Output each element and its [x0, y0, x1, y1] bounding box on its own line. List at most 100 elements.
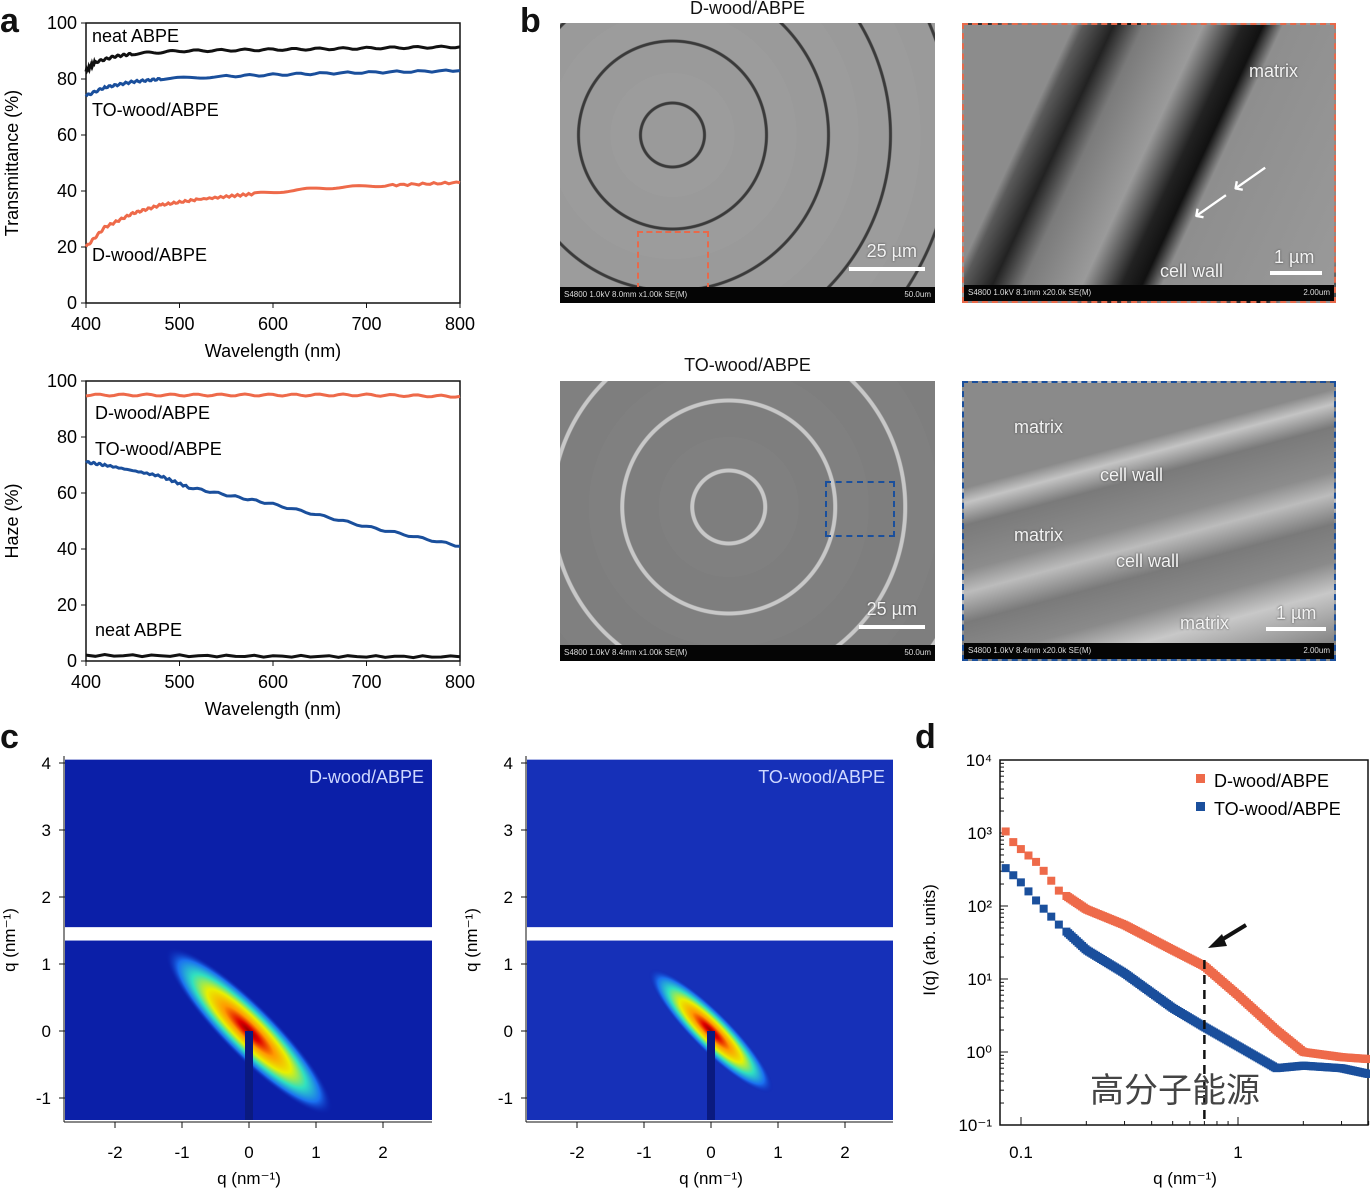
panel-label-c: c: [0, 718, 19, 756]
y-tick-label: 60: [57, 483, 77, 503]
y-axis-label: q (nm⁻¹): [462, 908, 481, 972]
y-tick-label: 0: [67, 293, 77, 313]
x-tick-label: 500: [164, 672, 194, 692]
x-tick-label: -1: [636, 1143, 651, 1162]
series-label: neat ABPE: [95, 620, 182, 640]
y-tick-label: 20: [57, 595, 77, 615]
label-matrix: matrix: [1014, 525, 1063, 545]
x-axis-label: Wavelength (nm): [205, 699, 341, 719]
sem-info: S4800 1.0kV 8.4mm x1.00k SE(M): [564, 648, 688, 657]
legend-marker: [1196, 802, 1205, 811]
sem-image-d-wood-high: matrix cell wall 1 µm ⟵ ⟵ S4800 1.0kV 8.…: [962, 23, 1336, 303]
data-point: [1009, 838, 1018, 847]
plot-frame: [85, 380, 461, 662]
sem-info-bar: S4800 1.0kV 8.0mm x1.00k SE(M) 50.0um: [560, 287, 935, 303]
y-tick-label: 10²: [967, 897, 992, 916]
sem-title-to-wood: TO-wood/ABPE: [684, 355, 811, 375]
y-axis-label: Haze (%): [2, 483, 22, 558]
label-cell-wall: cell wall: [1100, 465, 1164, 485]
y-tick-label: -1: [498, 1089, 513, 1108]
y-tick-label: 40: [57, 181, 77, 201]
beamstop: [245, 1031, 253, 1120]
label-cell-wall: cell wall: [1160, 261, 1224, 281]
y-tick-label: 0: [42, 1022, 51, 1041]
y-tick-label: 10¹: [967, 970, 992, 989]
data-point: [1016, 845, 1025, 854]
scale-bar: [849, 267, 925, 271]
y-tick-label: 100: [47, 371, 77, 391]
x-tick-label: 400: [71, 314, 101, 334]
watermark: 高分子能源: [1090, 1072, 1260, 1110]
label-matrix: matrix: [1014, 417, 1063, 437]
y-tick-label: 80: [57, 427, 77, 447]
y-tick-label: 10⁴: [966, 751, 992, 770]
data-point: [1009, 871, 1018, 880]
x-axis-label: q (nm⁻¹): [679, 1169, 743, 1188]
scale-label: 1 µm: [1276, 603, 1317, 623]
y-axis-label: q (nm⁻¹): [0, 908, 19, 972]
y-tick-label: 10⁰: [966, 1043, 992, 1062]
x-tick-label: 2: [840, 1143, 849, 1162]
series-label: TO-wood/ABPE: [92, 100, 219, 120]
x-axis-label: Wavelength (nm): [205, 341, 341, 361]
panel-label-a: a: [0, 2, 19, 40]
data-point: [1364, 1055, 1370, 1064]
x-tick-label: -2: [569, 1143, 584, 1162]
y-tick-label: 0: [504, 1022, 513, 1041]
x-tick-label: 500: [164, 314, 194, 334]
x-tick-label: 1: [1233, 1143, 1242, 1162]
data-point: [1001, 827, 1010, 836]
y-tick-label: 3: [42, 821, 51, 840]
y-tick-label: 1: [504, 955, 513, 974]
data-point: [1047, 912, 1056, 921]
x-axis-label: q (nm⁻¹): [1153, 1169, 1217, 1188]
x-tick-label: 0: [706, 1143, 715, 1162]
sem-size: 50.0um: [904, 648, 931, 657]
x-tick-label: 700: [351, 672, 381, 692]
legend-marker: [1196, 774, 1205, 783]
data-point: [1047, 876, 1056, 885]
y-tick-label: 2: [504, 888, 513, 907]
scale-label: 1 µm: [1274, 247, 1315, 267]
annotation-arrow-head-icon: [1208, 934, 1227, 948]
data-point: [1364, 1069, 1370, 1078]
data-point: [1039, 866, 1048, 875]
legend-label: TO-wood/ABPE: [1214, 799, 1341, 819]
y-tick-label: 10⁻¹: [958, 1116, 992, 1135]
data-point: [1024, 851, 1033, 860]
sem-info-bar: S4800 1.0kV 8.4mm x20.0k SE(M) 2.00um: [964, 643, 1334, 659]
y-tick-label: 4: [504, 754, 513, 773]
sem-info: S4800 1.0kV 8.0mm x1.00k SE(M): [564, 290, 688, 299]
beamstop: [707, 1031, 715, 1120]
scale-label: 25 µm: [866, 599, 917, 619]
x-tick-label: 1: [773, 1143, 782, 1162]
y-tick-label: 4: [42, 754, 51, 773]
x-axis-label: q (nm⁻¹): [217, 1169, 281, 1188]
x-tick-label: 400: [71, 672, 101, 692]
sem-size: 2.00um: [1303, 646, 1330, 655]
heatmap-title: D-wood/ABPE: [309, 767, 424, 787]
data-point: [1054, 886, 1063, 895]
y-tick-label: 10³: [967, 824, 992, 843]
x-tick-label: 600: [258, 672, 288, 692]
scale-bar: [1270, 271, 1322, 275]
series-line-to-wood-abpe: [85, 459, 461, 548]
x-tick-label: 800: [445, 672, 475, 692]
zoom-region-box: [825, 481, 895, 537]
sem-size: 50.0um: [904, 290, 931, 299]
detector-top: [527, 759, 893, 928]
data-point: [1001, 864, 1010, 873]
y-tick-label: 1: [42, 955, 51, 974]
detector-top: [65, 759, 432, 928]
sem-image-to-wood-high: matrix cell wall matrix cell wall matrix…: [962, 381, 1336, 661]
x-tick-label: 600: [258, 314, 288, 334]
y-tick-label: 2: [42, 888, 51, 907]
x-tick-label: -2: [107, 1143, 122, 1162]
sem-image-to-wood-low: 25 µm S4800 1.0kV 8.4mm x1.00k SE(M) 50.0…: [560, 381, 935, 661]
sem-title-d-wood: D-wood/ABPE: [689, 0, 806, 18]
data-point: [1024, 887, 1033, 896]
sem-info-bar: S4800 1.0kV 8.4mm x1.00k SE(M) 50.0um: [560, 645, 935, 661]
panel-label-b: b: [520, 2, 541, 40]
